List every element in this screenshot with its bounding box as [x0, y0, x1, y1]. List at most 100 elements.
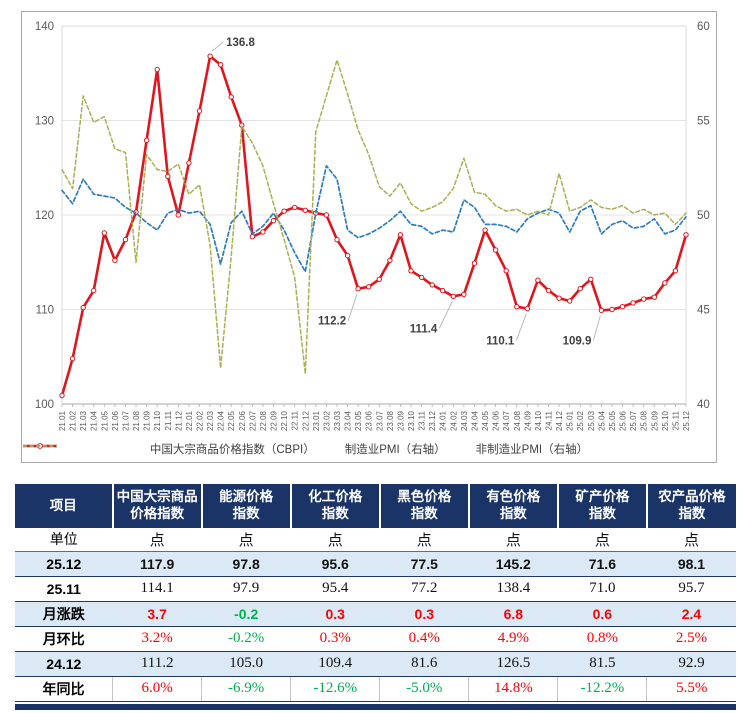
cbpi-marker — [186, 160, 192, 166]
col-header-index: 黑色价格 指数 — [378, 484, 469, 528]
cbpi-marker — [217, 62, 224, 68]
table-cell: 138.4 — [468, 576, 558, 602]
annotation-leader — [211, 41, 224, 52]
x-axis-label: 21.02 — [69, 410, 78, 431]
y-axis-left-label: 110 — [36, 305, 54, 317]
row-label: 月涨跌 — [15, 601, 113, 627]
table-cell: 6.8 — [468, 601, 558, 627]
table-cell: 点 — [379, 528, 469, 552]
cbpi-marker — [492, 247, 499, 253]
x-axis-label: 24.01 — [439, 410, 448, 431]
cbpi-marker — [80, 304, 86, 311]
x-axis-label: 22.08 — [259, 410, 268, 431]
y-axis-left-label: 130 — [35, 116, 54, 128]
cbpi-marker — [323, 212, 330, 218]
x-axis-label: 22.09 — [270, 410, 279, 431]
table-cell: 95.7 — [646, 576, 736, 602]
x-axis-label: 22.03 — [206, 410, 215, 431]
cbpi-marker — [292, 204, 298, 211]
cbpi-marker — [91, 287, 97, 294]
table-cell: 81.6 — [379, 651, 469, 677]
x-axis-label: 24.03 — [460, 410, 469, 431]
cbpi-marker — [397, 232, 404, 238]
x-axis-label: 24.06 — [492, 410, 501, 431]
table-row-月涨跌: 月涨跌 3.7 -0.2 0.3 0.3 6.8 0.6 2.4 — [15, 601, 736, 627]
x-axis-label: 21.11 — [164, 410, 173, 430]
table-cell: 点 — [646, 528, 736, 552]
x-axis-label: 23.08 — [386, 410, 395, 431]
row-label: 年同比 — [15, 676, 113, 702]
annotation-label: 110.1 — [486, 336, 515, 348]
x-axis-label: 23.07 — [375, 410, 384, 431]
cbpi-marker — [683, 232, 689, 238]
cbpi-marker — [154, 66, 160, 73]
table-bottom-bar — [15, 703, 736, 710]
table-cell: 98.1 — [646, 551, 736, 577]
table-row-25.12: 25.12 117.9 97.8 95.6 77.5 145.2 71.6 98.1 — [15, 551, 736, 577]
table-cell: 0.4% — [379, 626, 469, 652]
cbpi-pmi-chart-panel: 100 110 120 130 140 40 45 50 55 60 21.01 21.02 21.03… — [21, 11, 717, 463]
table-cell: 3.2% — [112, 626, 202, 652]
cbpi-marker — [196, 108, 203, 114]
cbpi-marker — [281, 208, 287, 214]
cbpi-marker — [503, 268, 509, 274]
cbpi-marker — [651, 294, 657, 300]
x-axis-label: 22.01 — [185, 410, 194, 431]
y-axis-left-label: 120 — [35, 210, 54, 222]
table-cell: 2.5% — [646, 626, 736, 652]
cbpi-marker — [619, 304, 626, 310]
annotation-leader — [347, 293, 358, 321]
table-cell: 0.8% — [557, 626, 647, 652]
table-row-月环比: 月环比 3.2% -0.2% 0.3% 0.4% 4.9% 0.8% 2.5% — [15, 626, 736, 652]
row-label: 月环比 — [15, 626, 113, 652]
table-cell: 71.6 — [557, 551, 647, 577]
table-cell: 77.2 — [379, 576, 469, 602]
x-axis-label: 22.11 — [291, 410, 300, 430]
table-cell: 0.6 — [557, 601, 647, 627]
cbpi-marker — [387, 257, 393, 264]
x-axis-label: 24.11 — [545, 410, 554, 430]
x-axis-label: 22.12 — [301, 410, 310, 431]
table-cell: 81.5 — [557, 651, 647, 677]
cbpi-marker — [122, 236, 129, 243]
x-axis-label: 23.09 — [396, 410, 405, 431]
table-cell: -12.6% — [290, 676, 380, 702]
table-cell: -5.0% — [379, 676, 469, 702]
cbpi-marker — [567, 298, 573, 304]
col-header-index: 有色价格 指数 — [467, 484, 558, 528]
x-axis-label: 21.12 — [174, 410, 183, 431]
cbpi-marker — [249, 234, 256, 240]
table-cell: 109.4 — [290, 651, 380, 677]
cbpi-marker — [450, 293, 456, 299]
cbpi-marker — [59, 392, 65, 399]
cbpi-marker — [662, 280, 668, 286]
x-axis-label: 24.09 — [523, 410, 532, 431]
x-axis-label: 24.10 — [534, 410, 543, 431]
annotation-label: 112.2 — [318, 316, 346, 328]
cbpi-marker — [514, 304, 520, 310]
row-label: 24.12 — [15, 651, 113, 677]
table-cell: 点 — [290, 528, 380, 552]
x-axis-label: 23.02 — [322, 410, 331, 431]
x-axis-label: 25.06 — [619, 410, 628, 431]
y-axis-right-label: 45 — [697, 305, 710, 317]
x-axis-label: 21.07 — [121, 410, 130, 431]
cbpi-marker — [545, 287, 552, 294]
table-cell: -6.9% — [201, 676, 291, 702]
cbpi-marker — [535, 277, 541, 283]
table-cell: 95.6 — [290, 551, 380, 577]
table-cell: 145.2 — [468, 551, 558, 577]
y-axis-right-label: 55 — [697, 116, 710, 128]
table-cell: 117.9 — [112, 551, 202, 577]
x-axis-label: 21.10 — [153, 410, 162, 431]
x-axis-label: 23.04 — [344, 410, 353, 431]
x-axis-label: 23.11 — [418, 410, 427, 430]
cbpi-marker — [588, 276, 594, 282]
x-axis-label: 24.07 — [502, 410, 511, 431]
non-manufacturing-pmi-line — [61, 59, 687, 375]
col-header-index: 矿产价格 指数 — [556, 484, 647, 528]
cbpi-marker — [165, 173, 171, 180]
row-label: 25.11 — [15, 576, 113, 602]
x-axis-label: 23.10 — [407, 410, 416, 431]
x-axis-label: 23.06 — [365, 410, 374, 431]
